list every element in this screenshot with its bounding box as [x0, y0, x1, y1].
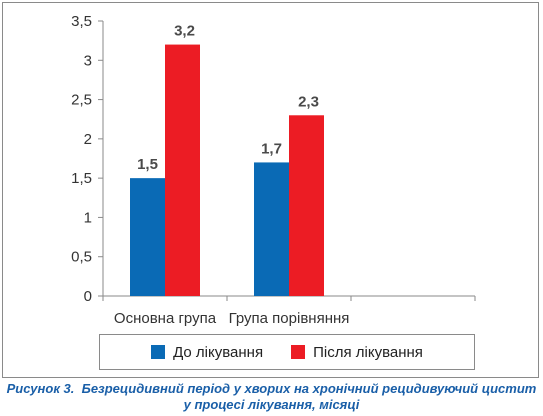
data-label: 3,2: [174, 23, 195, 40]
data-label: 1,7: [261, 140, 282, 157]
y-tick-label: 3,5: [71, 13, 92, 30]
caption-text-1: Безрецидивний період у хворих на хронічн…: [81, 381, 537, 396]
bar-before: [254, 162, 289, 296]
bar-before: [130, 178, 165, 296]
legend-label-before: До лікування: [173, 343, 264, 361]
y-tick-label: 0,5: [71, 249, 92, 266]
legend-item-before: До лікування: [151, 344, 263, 361]
data-label: 2,3: [298, 93, 319, 110]
y-tick-label: 0: [84, 288, 92, 305]
legend-swatch-after: [291, 345, 306, 359]
legend-item-after: Після лікування: [291, 344, 423, 361]
caption-line-2: у процесі лікування, місяці: [183, 397, 360, 412]
x-category-label: Група порівняння: [229, 310, 350, 327]
x-category-label: Основна група: [114, 310, 217, 327]
legend-label-after: Після лікування: [313, 343, 423, 361]
y-tick-label: 2: [84, 131, 92, 148]
caption-line-1: Рисунок 3. Безрецидивний період у хворих…: [0, 381, 543, 397]
legend-swatch-before: [151, 345, 166, 359]
y-tick-label: 2,5: [71, 92, 92, 109]
y-tick-label: 1,5: [71, 170, 92, 187]
y-tick-label: 3: [84, 52, 92, 69]
figure-label: Рисунок 3.: [6, 381, 75, 396]
bar-chart: 0 0,5 1 1,5 2 2,5 3 3,5 Основна група 1,5 3,2 Група…: [71, 13, 476, 327]
y-tick-label: 1: [84, 209, 92, 226]
bar-after: [289, 115, 324, 297]
chart-legend: До лікування Після лікування: [99, 334, 475, 370]
bar-after: [165, 44, 200, 297]
data-label: 1,5: [137, 156, 158, 173]
figure-caption: Рисунок 3. Безрецидивний період у хворих…: [0, 381, 543, 413]
